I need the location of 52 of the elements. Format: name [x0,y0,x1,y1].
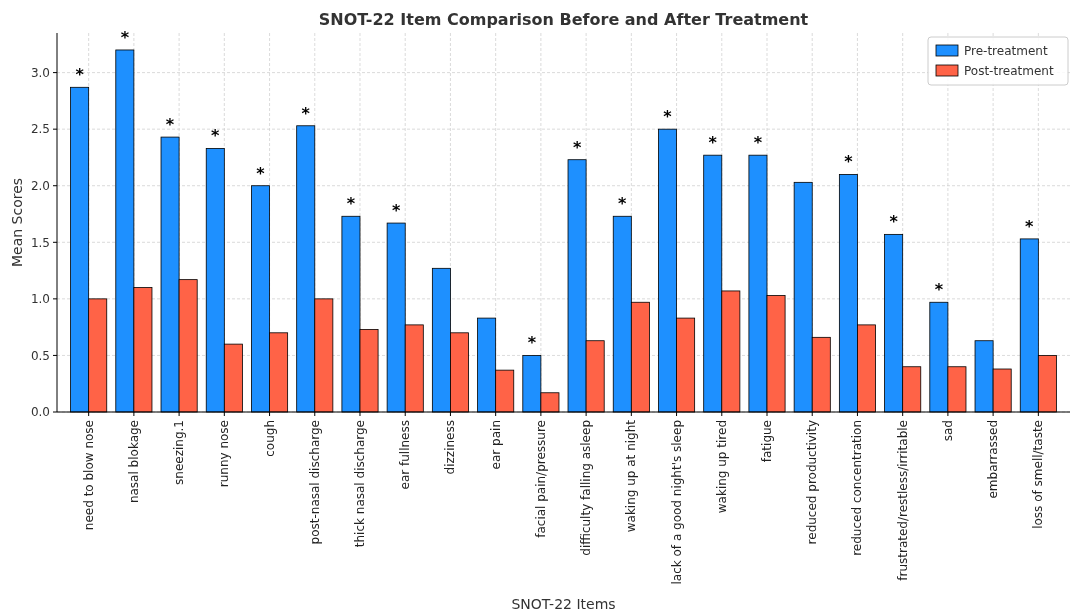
x-tick-label: nasal blokage [126,420,141,504]
annotation: * [120,27,130,47]
annotation: * [256,163,266,183]
annotation: * [391,201,401,221]
x-tick-label: reduced concentration [850,420,865,556]
chart-title: SNOT-22 Item Comparison Before and After Treatment [318,10,809,29]
x-tick-label: ear pain [488,420,503,470]
annotation: * [211,126,221,146]
annotation: * [753,133,763,153]
annotation: * [165,115,175,135]
annotation: * [1025,216,1035,236]
annotation: * [844,152,854,172]
x-tick-label: fatigue [760,420,774,463]
x-tick-label: reduced productivity [805,420,820,545]
x-tick-label: post-nasal discharge [307,420,322,545]
y-axis-title: Mean Scores [9,177,25,268]
x-tick-label: difficulty falling asleep [579,420,594,556]
x-tick-label: ear fullness [398,420,413,490]
x-tick-label: waking up at night [624,419,639,533]
annotation: * [301,103,311,123]
y-tick-label: 1.5 [30,235,50,250]
x-tick-label: sad [940,420,955,442]
legend-label: Post-treatment [964,64,1054,78]
annotation: * [618,194,628,214]
x-tick-label: sneezing.1 [172,420,187,485]
x-tick-label: embarrassed [986,420,1001,499]
y-tick-label: 0.5 [30,348,50,363]
x-axis-title: SNOT-22 Items [511,596,616,612]
annotation: * [934,280,944,300]
x-tick-label: facial pain/pressure [533,420,548,538]
annotation: * [346,194,356,214]
x-tick-label: lack of a good night's sleep [669,420,684,585]
y-tick-label: 2.0 [30,178,50,193]
y-tick-label: 2.5 [30,122,50,137]
legend-label: Pre-treatment [964,44,1048,58]
x-tick-label: cough [262,420,277,457]
annotation: * [527,333,537,353]
annotation: * [708,133,718,153]
annotation: * [663,107,673,127]
x-tick-label: runny nose [217,420,232,488]
annotation: * [75,65,85,85]
x-tick-label: thick nasal discharge [353,420,367,548]
x-tick-label: dizziness [443,420,458,475]
annotation: * [889,212,899,232]
x-tick-label: waking up tired [714,420,729,514]
x-tick-label: loss of smell/taste [1031,420,1046,529]
x-tick-label: need to blow nose [81,420,96,531]
y-tick-label: 0.0 [30,405,50,420]
annotation: * [572,137,582,157]
y-tick-label: 1.0 [30,292,50,307]
y-tick-label: 3.0 [30,65,50,80]
x-tick-label: frustrated/restless/irritable [895,420,910,581]
